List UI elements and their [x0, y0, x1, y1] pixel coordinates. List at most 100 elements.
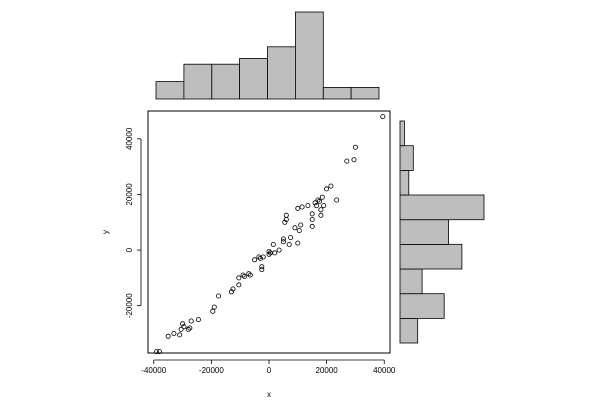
data-point — [292, 225, 298, 231]
data-point — [324, 186, 330, 192]
histogram-bar — [399, 219, 449, 245]
histogram-bar — [399, 169, 410, 196]
y-tick-label: -20000 — [125, 293, 134, 318]
data-point — [241, 273, 247, 279]
plot-frame — [147, 110, 391, 354]
histogram-bar — [399, 243, 463, 270]
y-tick-label: 40000 — [125, 127, 134, 150]
data-point — [283, 212, 289, 218]
data-point — [318, 207, 324, 213]
data-point — [315, 197, 321, 203]
data-point — [188, 318, 194, 324]
x-tick-label: 40000 — [373, 366, 396, 375]
data-point — [216, 293, 222, 299]
data-point — [316, 198, 322, 204]
histogram-bar — [267, 46, 296, 100]
data-point — [272, 250, 278, 256]
data-point — [309, 211, 315, 217]
data-point — [266, 248, 272, 254]
histogram-bar — [239, 58, 268, 100]
data-point — [210, 308, 216, 314]
y-axis: -20000 0 20000 40000 — [125, 127, 142, 318]
data-point — [154, 349, 160, 355]
data-point — [309, 223, 315, 229]
x-axis-label: x — [267, 390, 271, 399]
data-point — [286, 241, 292, 247]
x-tick-label: -20000 — [199, 366, 224, 375]
data-point — [165, 333, 171, 339]
data-point — [334, 197, 340, 203]
data-point — [211, 304, 217, 310]
data-point — [305, 203, 311, 209]
histogram-bar — [399, 317, 419, 344]
histogram-bar — [399, 293, 445, 319]
data-point — [230, 286, 236, 292]
histogram-bar — [350, 87, 380, 100]
x-axis: -40000 -20000 0 20000 40000 — [141, 359, 396, 375]
x-tick-label: 20000 — [315, 366, 338, 375]
histogram-bar — [211, 63, 241, 100]
data-point — [228, 289, 234, 295]
data-point — [156, 349, 162, 355]
data-point — [282, 219, 288, 225]
data-point — [318, 212, 324, 218]
data-point — [195, 317, 201, 323]
data-points — [154, 114, 386, 355]
data-point — [276, 247, 282, 253]
histogram-bar — [399, 194, 485, 221]
data-point — [259, 264, 265, 270]
data-point — [177, 332, 183, 338]
data-point — [280, 236, 286, 242]
data-point — [351, 157, 357, 163]
data-point — [288, 235, 294, 241]
data-point — [240, 272, 246, 278]
histogram-bar — [322, 87, 352, 100]
data-point — [283, 216, 289, 222]
y-tick-label: 20000 — [125, 183, 134, 206]
histogram-bar — [399, 268, 423, 295]
data-point — [266, 251, 272, 257]
right-histogram — [399, 120, 485, 344]
histogram-bar — [183, 63, 213, 100]
data-point — [252, 257, 258, 263]
data-point — [259, 267, 265, 273]
data-point — [344, 158, 350, 164]
data-point — [295, 205, 301, 211]
data-point — [270, 241, 276, 247]
histogram-bar — [294, 11, 324, 100]
top-histogram — [155, 11, 380, 100]
y-tick-label: 0 — [125, 247, 134, 252]
data-point — [312, 200, 318, 206]
data-point — [299, 204, 305, 210]
data-point — [246, 271, 252, 277]
data-point — [280, 239, 286, 245]
data-point — [236, 282, 242, 288]
histogram-bar — [155, 81, 185, 100]
data-point — [295, 240, 301, 246]
data-point — [296, 228, 302, 234]
data-point — [328, 183, 334, 189]
data-point — [352, 144, 358, 150]
histogram-bar — [399, 145, 414, 171]
data-point — [260, 254, 266, 260]
data-point — [181, 324, 187, 330]
data-point — [247, 272, 253, 278]
data-point — [236, 275, 242, 281]
data-point — [171, 330, 177, 336]
data-point — [298, 222, 304, 228]
x-tick-label: 0 — [267, 366, 272, 375]
data-point — [185, 326, 191, 332]
data-point — [187, 325, 193, 331]
data-point — [309, 216, 315, 222]
data-point — [313, 203, 319, 209]
data-point — [319, 194, 325, 200]
histogram-bar — [399, 120, 405, 147]
data-point — [257, 255, 263, 261]
y-axis-label: y — [101, 230, 110, 234]
scatter-plot: -40000 -20000 0 20000 40000 -20000 0 20000 4000… — [101, 110, 396, 399]
data-point — [178, 326, 184, 332]
x-tick-label: -40000 — [141, 366, 166, 375]
data-point — [321, 203, 327, 209]
